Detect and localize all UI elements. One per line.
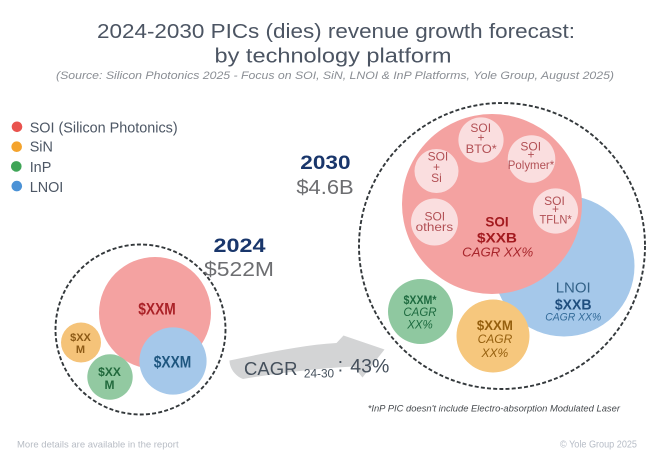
svg-text:*InP PIC doesn't include Elect: *InP PIC doesn't include Electro-absorpt… <box>368 404 621 415</box>
svg-text:$XX: $XX <box>70 332 91 344</box>
svg-text:M: M <box>105 378 115 392</box>
svg-text:SOI: SOI <box>520 139 541 153</box>
svg-text:+: + <box>433 160 440 174</box>
svg-text:SOI (Silicon Photonics): SOI (Silicon Photonics) <box>30 120 178 136</box>
svg-text:Si: Si <box>431 171 442 185</box>
svg-text:© Yole Group 2025: © Yole Group 2025 <box>560 439 637 451</box>
svg-text::: : <box>338 356 343 377</box>
svg-text:$XXM: $XXM <box>477 318 513 333</box>
svg-text:+: + <box>527 148 534 162</box>
svg-text:CAGR: CAGR <box>244 358 297 379</box>
svg-text:2024-2030 PICs (dies) revenue: 2024-2030 PICs (dies) revenue growth for… <box>97 20 575 43</box>
svg-text:Polymer*: Polymer* <box>508 158 555 172</box>
svg-text:$XXB: $XXB <box>555 298 592 314</box>
svg-text:SOI: SOI <box>428 150 449 164</box>
svg-text:$XXM: $XXM <box>154 354 192 372</box>
svg-text:2030: 2030 <box>300 152 350 174</box>
svg-text:(Source: Silicon Photonics 202: (Source: Silicon Photonics 2025 - Focus … <box>56 70 614 82</box>
svg-text:XX%: XX% <box>406 320 433 332</box>
svg-text:2024: 2024 <box>214 236 267 257</box>
svg-text:TFLN*: TFLN* <box>539 213 572 227</box>
svg-text:SOI: SOI <box>424 210 445 224</box>
svg-text:CAGR XX%: CAGR XX% <box>545 312 601 324</box>
svg-text:CAGR: CAGR <box>478 332 513 346</box>
svg-text:+: + <box>552 202 559 216</box>
svg-text:InP: InP <box>30 160 52 176</box>
svg-text:BTO*: BTO* <box>466 142 498 156</box>
svg-text:$XXM*: $XXM* <box>404 295 437 307</box>
svg-text:+: + <box>477 131 484 145</box>
svg-text:$XXM: $XXM <box>138 299 176 318</box>
svg-text:SOI: SOI <box>470 121 491 135</box>
svg-text:24-30: 24-30 <box>304 367 335 381</box>
svg-text:CAGR: CAGR <box>403 307 436 319</box>
svg-text:43%: 43% <box>350 355 389 377</box>
svg-text:$XX: $XX <box>98 365 121 379</box>
svg-text:M: M <box>76 344 85 356</box>
svg-text:by technology platform: by technology platform <box>215 45 452 68</box>
svg-text:LNOI: LNOI <box>556 280 591 297</box>
svg-text:others: others <box>416 220 454 234</box>
svg-text:SOI: SOI <box>544 194 565 208</box>
svg-text:More details are available in: More details are available in the report <box>17 440 179 451</box>
svg-text:SiN: SiN <box>30 140 53 156</box>
svg-text:SOI: SOI <box>485 215 508 230</box>
svg-text:$XXB: $XXB <box>477 230 517 246</box>
svg-text:CAGR XX%: CAGR XX% <box>462 244 533 259</box>
svg-text:XX%: XX% <box>481 346 509 360</box>
svg-text:LNOI: LNOI <box>30 180 64 196</box>
svg-text:$4.6B: $4.6B <box>296 177 353 199</box>
svg-text:$522M: $522M <box>204 259 274 281</box>
